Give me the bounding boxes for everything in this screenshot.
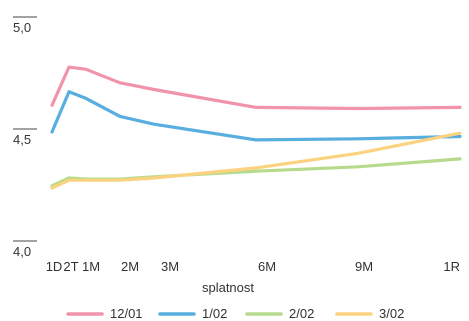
x-tick-label: 1M [82, 259, 100, 274]
series-layer [50, 65, 462, 190]
legend: 12/01 1/02 2/02 3/02 [66, 306, 404, 321]
x-tick-label: 6M [258, 259, 276, 274]
y-tick-label: 5,0 [13, 20, 31, 35]
x-tick-label: 1D [46, 259, 63, 274]
x-tick-label: 9M [355, 259, 373, 274]
legend-label: 2/02 [289, 306, 314, 321]
x-axis-title: splatnost [202, 280, 254, 295]
series-line-1-02 [50, 90, 462, 142]
y-axis: 4,0 4,5 5,0 [13, 16, 37, 259]
x-tick-label: 1R [443, 259, 460, 274]
y-tick-label: 4,5 [13, 132, 31, 147]
legend-label: 3/02 [379, 306, 404, 321]
y-tick-label: 4,0 [13, 244, 31, 259]
series-line-12-01 [50, 65, 462, 111]
legend-label: 12/01 [110, 306, 143, 321]
legend-label: 1/02 [202, 306, 227, 321]
x-tick-label: 2T [63, 259, 78, 274]
x-axis: 1D 2T 1M 2M 3M 6M 9M 1R [46, 259, 460, 274]
series-line-3-02 [50, 131, 462, 190]
x-tick-label: 3M [161, 259, 179, 274]
x-tick-label: 2M [121, 259, 139, 274]
